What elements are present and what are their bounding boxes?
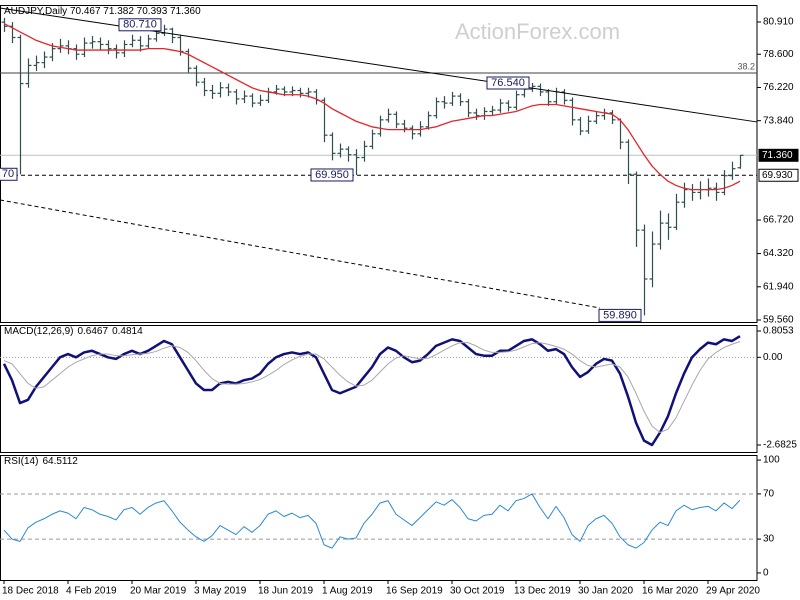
watermark: ActionForex.com — [455, 19, 620, 44]
x-tick-label: 20 Mar 2019 — [130, 586, 187, 597]
x-tick-label: 18 Jun 2019 — [258, 586, 313, 597]
y-tick-label: 70 — [763, 489, 775, 500]
trendline — [0, 199, 601, 309]
annotation-label: 70 — [2, 168, 14, 180]
y-tick-label: 76.220 — [763, 82, 794, 93]
annotation-label: 80.710 — [123, 19, 157, 31]
y-tick-label: 80.910 — [763, 17, 794, 28]
x-tick-label: 13 Dec 2019 — [514, 586, 571, 597]
y-tick-label: 61.940 — [763, 281, 794, 292]
annotation-box — [310, 168, 354, 182]
x-tick-label: 16 Sep 2019 — [386, 586, 443, 597]
panel-frame — [0, 455, 758, 581]
x-tick-label: 18 Dec 2018 — [2, 586, 59, 597]
price-box-label: 69.930 — [762, 170, 793, 181]
panel-frame — [0, 5, 758, 323]
title-text: MACD(12,26,9) — [4, 326, 73, 337]
x-tick-label: 30 Jan 2020 — [578, 586, 633, 597]
annotation-box — [0, 167, 18, 181]
title-text: RSI(14) — [4, 456, 38, 467]
y-tick-label: -2.6825 — [763, 440, 797, 451]
title-value: 0.6467 — [77, 326, 108, 337]
x-tick-label: 29 Apr 2020 — [706, 586, 760, 597]
y-tick-label: 64.320 — [763, 248, 794, 259]
panel-title: AUDJPY,Daily 70.467 71.382 70.393 71.360 — [4, 6, 201, 17]
panel-title: MACD(12,26,9) 0.6467 0.4814 — [4, 326, 143, 337]
y-tick-label: 78.600 — [763, 49, 794, 60]
moving-average — [3, 22, 741, 191]
panel-title: RSI(14) 64.5112 — [4, 456, 78, 467]
y-tick-label: 0 — [763, 568, 769, 579]
x-tick-label: 4 Feb 2019 — [66, 586, 117, 597]
y-tick-label: 59.560 — [763, 315, 794, 326]
annotation-box — [598, 308, 642, 322]
price-box — [758, 148, 799, 162]
annotation-label: 69.950 — [315, 169, 349, 181]
y-tick-label: 73.840 — [763, 115, 794, 126]
indicator-line — [3, 341, 741, 433]
y-tick-label: 0.8053 — [763, 326, 794, 337]
fib-label: 38.2 — [737, 61, 755, 71]
y-tick-label: 100 — [763, 455, 780, 466]
annotation-box — [118, 18, 162, 32]
indicator-line — [3, 493, 741, 549]
title-value: 64.5112 — [42, 456, 78, 467]
title-value: 0.4814 — [112, 326, 143, 337]
annotation-label: 59.890 — [603, 309, 637, 321]
price-box — [758, 168, 799, 182]
y-tick-label: 30 — [763, 534, 775, 545]
annotation-label: 76.540 — [491, 77, 525, 89]
title-text: AUDJPY,Daily 70.467 71.382 70.393 71.360 — [4, 6, 201, 17]
x-tick-label: 30 Oct 2019 — [450, 586, 505, 597]
price-box-label: 71.360 — [762, 150, 793, 161]
x-tick-label: 3 May 2019 — [194, 586, 247, 597]
x-tick-label: 16 Mar 2020 — [642, 586, 699, 597]
indicator-line — [2, 335, 741, 447]
y-tick-label: 66.720 — [763, 215, 794, 226]
panel-frame — [0, 325, 758, 453]
y-tick-label: 0.00 — [763, 352, 783, 363]
annotation-box — [486, 76, 530, 90]
x-tick-label: 1 Aug 2019 — [322, 586, 373, 597]
